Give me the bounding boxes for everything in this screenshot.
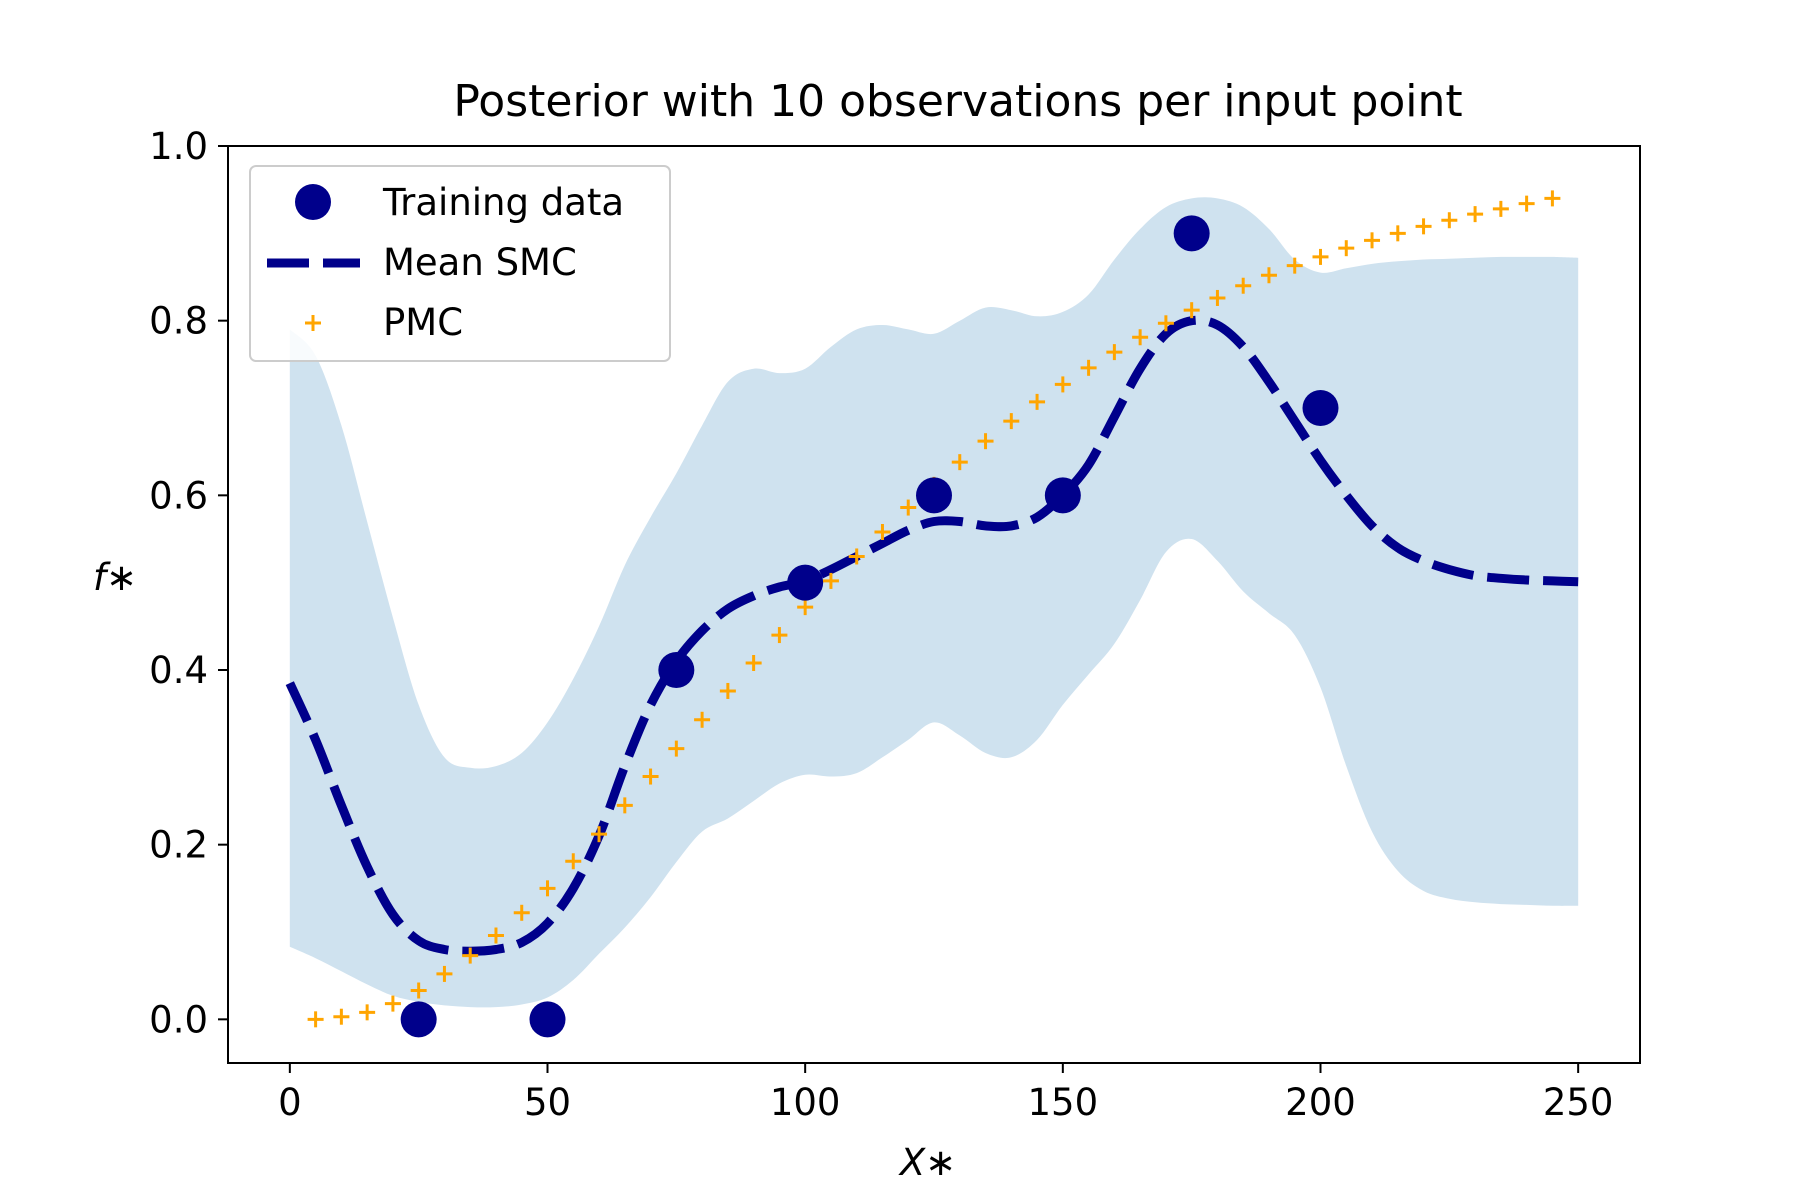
legend-pmc-marker <box>305 315 321 331</box>
pmc-point <box>900 499 917 516</box>
y-tick-label: 0.2 <box>149 824 208 867</box>
pmc-point <box>462 947 479 964</box>
pmc-point <box>1260 267 1277 284</box>
legend-frame <box>249 165 671 362</box>
pmc-point <box>616 797 633 814</box>
pmc-point <box>333 1008 350 1025</box>
training-point <box>916 477 952 514</box>
pmc-point <box>1492 200 1509 217</box>
y-tick-label: 0.6 <box>149 474 208 517</box>
pmc-point <box>977 433 994 450</box>
pmc-point <box>307 1011 324 1028</box>
pmc-point <box>797 599 814 616</box>
x-tick-label: 50 <box>524 1081 571 1124</box>
mean-smc-line <box>285 315 1579 956</box>
pmc-point <box>1544 190 1561 207</box>
y-tick-label: 0.8 <box>149 300 208 343</box>
legend-pmc-label: PMC <box>383 301 463 344</box>
pmc-point <box>487 927 504 944</box>
pmc-point <box>1157 315 1174 332</box>
legend-training-marker <box>295 184 331 220</box>
legend: Training data Mean SMC PMC <box>249 165 671 362</box>
pmc-point <box>1054 376 1071 393</box>
pmc-point <box>410 982 427 999</box>
x-tick-label: 100 <box>770 1081 841 1124</box>
pmc-point <box>1415 218 1432 235</box>
pmc-point <box>1183 302 1200 319</box>
pmc-point <box>951 454 968 471</box>
pmc-point <box>1106 344 1123 361</box>
pmc-point <box>384 995 401 1012</box>
pmc-point <box>1209 289 1226 306</box>
pmc-point <box>1080 359 1097 376</box>
pmc-point <box>1441 212 1458 229</box>
training-markers-layer <box>400 215 1339 1038</box>
pmc-markers-layer <box>307 190 1561 1028</box>
pmc-point <box>1312 248 1329 265</box>
pmc-point <box>1235 277 1252 294</box>
plot-frame <box>227 145 1641 1064</box>
pmc-point <box>1364 232 1381 249</box>
pmc-point <box>539 880 556 897</box>
pmc-point <box>1338 240 1355 257</box>
pmc-point <box>874 524 891 541</box>
pmc-point <box>642 768 659 785</box>
training-point <box>1044 477 1081 514</box>
pmc-point <box>1518 195 1535 212</box>
x-tick-label: 150 <box>1028 1081 1099 1124</box>
pmc-point <box>1029 393 1046 410</box>
y-tick-label: 1.0 <box>149 125 208 168</box>
legend-mean-label: Mean SMC <box>383 241 577 284</box>
pmc-point <box>771 627 788 644</box>
pmc-point <box>668 740 685 757</box>
y-axis-label: f∗ <box>93 556 137 599</box>
y-axis: 0.0 0.2 0.4 0.6 0.8 1.0 <box>149 125 228 1041</box>
training-point <box>658 652 695 688</box>
x-tick-label: 250 <box>1543 1081 1614 1124</box>
training-point <box>529 1001 566 1038</box>
pmc-point <box>513 904 530 921</box>
training-point <box>1302 390 1339 426</box>
pmc-point <box>1467 206 1484 223</box>
x-tick-label: 200 <box>1285 1081 1356 1124</box>
pmc-point <box>1389 225 1406 242</box>
training-point <box>787 564 824 601</box>
x-axis-label: X∗ <box>898 1141 956 1184</box>
x-axis: 0 50 100 150 200 250 <box>278 1063 1613 1124</box>
pmc-point <box>359 1004 376 1021</box>
pmc-point <box>1132 329 1149 346</box>
y-tick-label: 0.0 <box>149 998 208 1041</box>
pmc-point <box>591 826 608 843</box>
pmc-point <box>822 572 839 589</box>
pmc-point <box>745 655 762 672</box>
pmc-point <box>719 682 736 699</box>
legend-training-label: Training data <box>382 181 624 224</box>
y-tick-label: 0.4 <box>149 649 208 692</box>
x-tick-label: 0 <box>278 1081 302 1124</box>
training-point <box>400 1001 437 1038</box>
pmc-point <box>1003 413 1020 430</box>
training-point <box>1173 215 1210 252</box>
pmc-point <box>565 853 582 870</box>
pmc-point <box>848 548 865 565</box>
mean-line-layer <box>285 315 1579 956</box>
pmc-point <box>436 965 453 982</box>
pmc-point <box>694 711 711 728</box>
chart-title: Posterior with 10 observations per input… <box>453 76 1462 127</box>
pmc-point <box>1286 257 1303 274</box>
